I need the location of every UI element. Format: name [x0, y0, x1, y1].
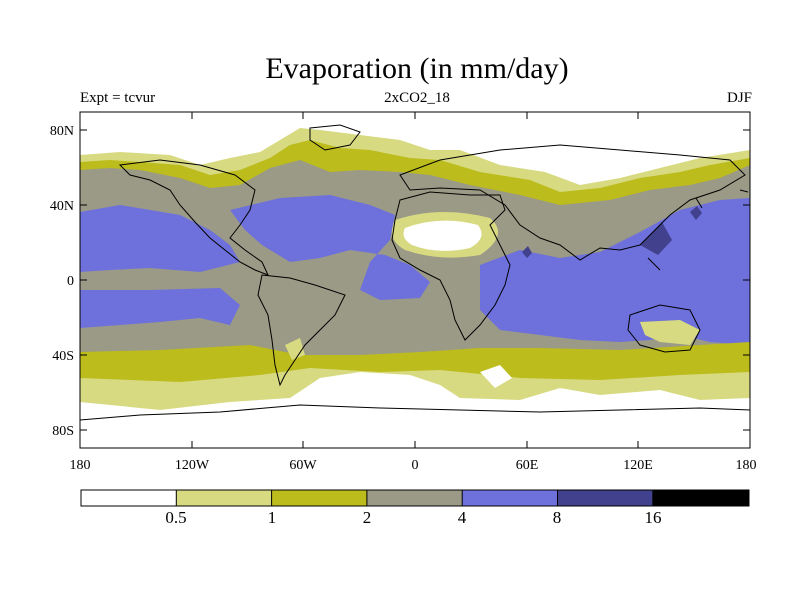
colorbar-label: 4 [458, 508, 467, 527]
south-america-coast [257, 274, 346, 387]
band-0-0.5-south [80, 372, 750, 448]
colorbar [80, 489, 750, 507]
evaporation-field [80, 112, 750, 448]
north-america-coast [118, 159, 269, 276]
lon-label: 180 [70, 458, 91, 473]
sahara-very-dry [403, 220, 482, 251]
season-label: DJF [726, 90, 752, 106]
colorbar-frame [80, 489, 750, 507]
lat-label: 80S [52, 424, 74, 439]
colorbar-label: 1 [268, 508, 277, 527]
colorbar-swatch-0 [81, 490, 177, 506]
lat-label: 0 [67, 274, 74, 289]
colorbar-label: 2 [363, 508, 372, 527]
north-pacific-east [80, 205, 240, 272]
australia-dry [640, 320, 700, 345]
colorbar-swatch-3 [366, 490, 463, 506]
pacific-high-spot [690, 206, 702, 220]
lon-label: 180 [736, 458, 757, 473]
kuroshio-high [640, 222, 672, 255]
australia-coast [627, 304, 701, 353]
colorbar-swatch-5 [557, 490, 653, 506]
lon-label: 120W [175, 458, 210, 473]
south-pacific-east [80, 288, 240, 328]
greenland-coast [309, 124, 361, 151]
lat-ticks [80, 129, 750, 431]
colorbar-labels: 0.5 1 2 4 8 16 [165, 508, 661, 527]
patagonia-dry [285, 338, 305, 360]
run-label: 2xCO2_18 [384, 90, 450, 106]
coastlines [80, 124, 750, 421]
map-title: Evaporation (in mm/day) [265, 52, 569, 85]
colorbar-label: 8 [553, 508, 562, 527]
lon-label: 60W [289, 458, 317, 473]
southern-ocean-dry-patch [480, 365, 512, 388]
lat-label: 80N [50, 124, 74, 139]
lon-label: 120E [623, 458, 653, 473]
lat-label: 40S [52, 349, 74, 364]
colorbar-label: 16 [645, 508, 662, 527]
africa-coast [391, 191, 511, 341]
band-0-0.5-north [80, 112, 750, 185]
lon-label: 60E [516, 458, 539, 473]
colorbar-swatch-1 [176, 490, 272, 506]
lon-ticks [79, 112, 639, 448]
eurasia-coast [399, 144, 746, 261]
colorbar-swatch-6 [652, 490, 749, 506]
island-coasts [647, 189, 749, 271]
atlantic-tropics [230, 195, 430, 300]
colorbar-swatch-4 [462, 490, 558, 506]
arabian-sea-spot [522, 246, 532, 258]
experiment-label: Expt = tcvur [80, 90, 156, 106]
colorbar-label: 0.5 [165, 508, 186, 527]
lon-labels: 180 120W 60W 0 60E 120E 180 [70, 458, 757, 473]
lat-labels: 80N 40N 0 40S 80S [50, 124, 74, 439]
colorbar-swatch-2 [271, 490, 367, 506]
lon-label: 0 [412, 458, 419, 473]
antarctica-coast [80, 404, 750, 421]
lat-label: 40N [50, 199, 74, 214]
